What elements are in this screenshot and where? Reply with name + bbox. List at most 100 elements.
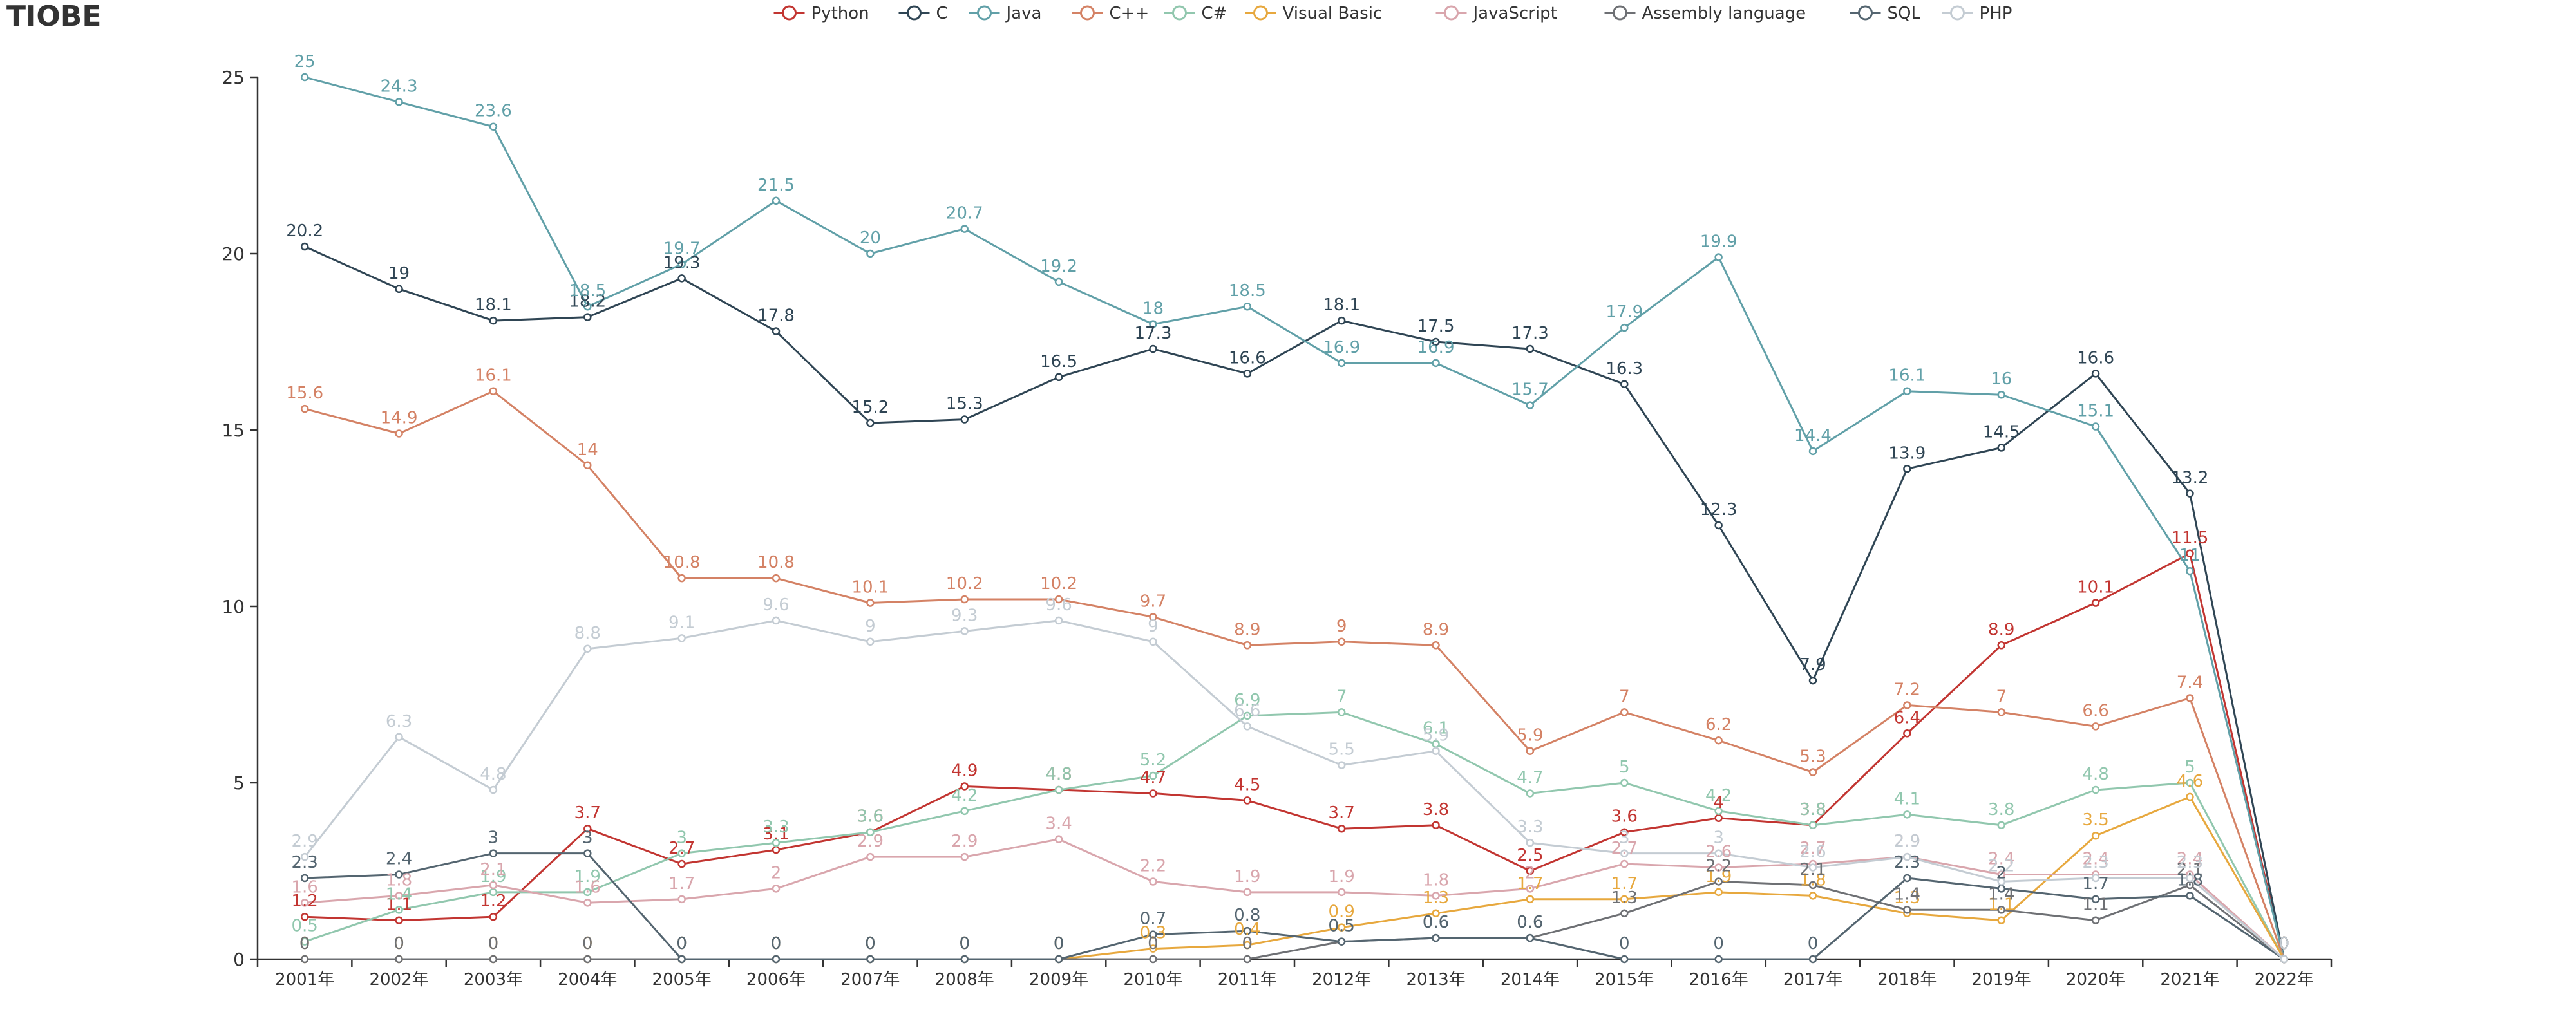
data-point <box>960 782 969 791</box>
data-label: 4.8 <box>1045 765 1072 784</box>
data-label: 0 <box>488 934 499 953</box>
data-labels: 1.2 1.1 1.2 3.7 2.7 3.1 3.6 4.9 4.8 4.7 4.5 3.7 3.8 2… <box>286 52 2289 953</box>
data-point <box>1337 761 1346 769</box>
data-point <box>1054 955 1063 964</box>
data-label: 0 <box>299 934 310 953</box>
data-label: 9.7 <box>1140 592 1166 611</box>
data-label: 0 <box>2279 934 2290 953</box>
data-point <box>1620 778 1629 787</box>
data-label: 5.9 <box>1517 726 1543 745</box>
data-label: 1.9 <box>1705 867 1732 886</box>
data-point <box>2186 566 2194 576</box>
data-point <box>2186 892 2194 900</box>
data-label: 14 <box>577 440 598 460</box>
data-point <box>1620 380 1629 389</box>
data-point <box>1714 888 1723 897</box>
data-point <box>1808 676 1817 685</box>
data-label: 17.9 <box>1605 303 1643 322</box>
data-point <box>1997 444 2005 452</box>
data-label: 7 <box>1996 687 2007 706</box>
legend-item: C <box>898 4 948 23</box>
data-label: 2.9 <box>1894 832 1920 851</box>
x-tick-label: 2006年 <box>746 970 806 989</box>
series-line <box>304 619 2285 960</box>
data-point <box>772 574 781 583</box>
data-label: 0 <box>1054 934 1065 953</box>
data-label: 4.2 <box>1705 786 1732 805</box>
data-label: 1.1 <box>386 895 412 915</box>
data-label: 2.1 <box>480 860 506 879</box>
data-label: 7.2 <box>1894 680 1920 699</box>
data-label: 2.3 <box>2177 853 2203 872</box>
legend-label: JavaScript <box>1472 4 1557 23</box>
data-label: 23.6 <box>475 102 512 121</box>
data-point <box>1903 874 1911 883</box>
data-point <box>395 285 403 294</box>
data-point <box>1149 944 1157 953</box>
data-label: 4.6 <box>2177 772 2203 791</box>
data-point <box>1997 916 2005 924</box>
data-point <box>583 302 592 311</box>
legend-marker <box>977 5 992 21</box>
data-point <box>300 404 309 413</box>
data-label: 0 <box>771 934 782 953</box>
data-point <box>395 870 403 879</box>
data-point <box>2091 916 2100 924</box>
data-point <box>1337 708 1346 716</box>
data-point <box>1714 521 1723 530</box>
data-label: 0 <box>299 934 310 953</box>
data-label: 2.2 <box>1140 856 1166 876</box>
legend-marker <box>1253 5 1268 21</box>
data-point <box>866 599 875 607</box>
data-label: 2 <box>771 863 782 883</box>
data-label: 0.6 <box>1517 913 1543 932</box>
data-label: 0 <box>2279 934 2290 953</box>
data-point <box>489 785 498 794</box>
data-point <box>866 955 875 964</box>
x-tick-label: 2022年 <box>2255 970 2314 989</box>
x-tick-label: 2007年 <box>840 970 900 989</box>
data-point <box>300 912 309 921</box>
data-point <box>300 899 309 907</box>
data-point <box>772 616 781 625</box>
data-point <box>2091 895 2100 904</box>
data-label: 0 <box>393 934 404 953</box>
x-tick-label: 2008年 <box>935 970 994 989</box>
data-point <box>1243 370 1252 378</box>
legend-marker <box>1950 5 1965 21</box>
data-label: 14.9 <box>381 408 418 427</box>
series-line <box>304 711 2286 960</box>
data-label: 4.7 <box>1140 768 1166 787</box>
data-point <box>1620 708 1629 716</box>
data-point <box>1432 747 1440 755</box>
data-point <box>1997 641 2005 650</box>
data-point <box>1903 701 1911 709</box>
data-label: 12.3 <box>1700 500 1738 520</box>
data-point <box>1054 835 1063 843</box>
data-point <box>395 892 403 900</box>
data-label: 1.9 <box>1329 867 1355 886</box>
series-line <box>305 552 2286 960</box>
data-label: 0 <box>582 934 593 953</box>
data-point <box>960 225 969 233</box>
data-label: 13.9 <box>1888 444 1926 463</box>
data-label: 2.2 <box>1988 856 2014 876</box>
data-point <box>2091 874 2100 883</box>
data-point <box>2280 955 2289 964</box>
data-point <box>1149 637 1157 646</box>
data-point <box>1903 465 1911 473</box>
data-point <box>489 912 498 921</box>
data-label: 0 <box>771 934 782 953</box>
data-label: 0 <box>1054 934 1065 953</box>
data-point <box>1997 906 2005 914</box>
data-label: 2.2 <box>1705 856 1732 876</box>
data-point <box>960 955 969 964</box>
data-point <box>1620 849 1629 857</box>
data-label: 19 <box>388 264 410 283</box>
series-lines <box>300 73 2289 964</box>
data-label: 2.9 <box>857 832 884 851</box>
data-label: 16.9 <box>1417 338 1455 357</box>
data-label: 0.8 <box>1234 906 1260 925</box>
x-tick-label: 2013年 <box>1406 970 1465 989</box>
